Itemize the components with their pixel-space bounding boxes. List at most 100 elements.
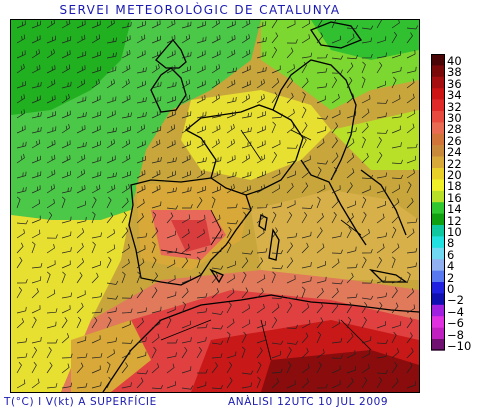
wind-barb [136,50,146,59]
wind-barb [46,321,57,329]
wind-barb [241,229,251,239]
wind-barb [391,377,399,389]
wind-barb [196,50,206,59]
wind-barb [106,376,112,389]
wind-barb [286,123,295,134]
wind-barb [376,112,387,119]
wind-barb [226,171,237,179]
wind-barb [181,366,192,374]
wind-barb [226,318,235,329]
wind-barb [241,319,251,329]
wind-barb [256,320,266,329]
wind-barb [241,250,254,255]
wind-barb [226,274,235,284]
wind-barb [136,111,147,119]
wind-barb [91,232,102,239]
wind-barb [316,115,329,120]
wind-barb [46,49,55,59]
wind-barb [271,340,284,345]
wind-barb [391,112,403,119]
wind-barb [271,121,276,134]
wind-barb [376,61,383,74]
wind-barb [76,51,87,59]
wind-barb [166,363,175,374]
wind-barb [241,271,247,284]
wind-barb [181,170,191,179]
wind-barb [136,232,148,239]
legend-label: −10 [447,339,472,353]
wind-barb [241,65,251,74]
wind-barb [346,25,359,30]
wind-barb [196,111,207,119]
wind-barb [346,200,356,209]
wind-barb [346,366,357,374]
wind-barb [196,21,207,29]
wind-barb [46,35,56,44]
legend-label: −6 [447,316,464,331]
wind-barb [16,63,25,74]
wind-barb [181,287,189,299]
wind-barb [106,196,112,209]
wind-barb [316,302,324,314]
wind-barb [136,67,147,74]
wind-barb [406,304,416,314]
wind-barb [241,370,254,375]
wind-barb [181,34,191,44]
legend-swatch [431,145,445,157]
wind-barb [256,361,262,374]
wind-barb [31,241,36,254]
legend-label: 34 [447,88,462,103]
wind-barb [391,125,401,134]
wind-barb [226,331,231,344]
wind-barb [301,319,311,329]
wind-barb [346,263,358,269]
legend-label: 2 [447,270,455,285]
legend-label: 24 [447,145,462,160]
wind-barb [301,242,309,254]
legend-swatch [431,99,445,112]
wind-barb [361,316,367,329]
wind-barb [331,137,338,149]
wind-barb [241,205,254,210]
wind-barb [301,20,311,29]
legend-swatch [431,316,445,328]
wind-barb [61,50,71,59]
wind-barb [151,306,162,314]
wind-barb [91,140,101,149]
wind-barb [286,144,298,149]
wind-barb [76,200,86,209]
wind-barb [331,35,341,44]
wind-barb [406,143,418,149]
wind-barb [166,205,179,210]
wind-barb [271,202,283,209]
wind-barb [196,323,208,329]
footer-variable-label: T(°C) I V(kt) A SUPERFÍCIE [4,396,157,408]
wind-barb [226,34,236,44]
wind-barb [331,354,343,359]
wind-barb [361,295,374,300]
wind-barb [346,182,353,194]
wind-barb [16,20,26,29]
wind-barb [391,142,402,149]
wind-barb [241,127,252,134]
wind-barb [91,353,103,359]
wind-barb [76,258,85,269]
wind-barb [391,159,404,164]
wind-barb [391,243,400,254]
wind-barb [16,50,26,59]
wind-barb [151,110,161,119]
wind-barb [46,211,53,224]
wind-barb [406,197,414,209]
wind-barb [31,112,42,119]
wind-barb [136,271,141,284]
wind-barb [226,110,236,119]
wind-barb [61,124,70,134]
wind-barb [376,129,388,134]
wind-barb [211,112,222,119]
wind-barb [361,249,373,254]
wind-barb [136,287,144,299]
wind-barb [361,152,369,164]
legend-swatch [431,156,445,169]
wind-barb [181,243,190,254]
wind-barb [106,127,117,134]
